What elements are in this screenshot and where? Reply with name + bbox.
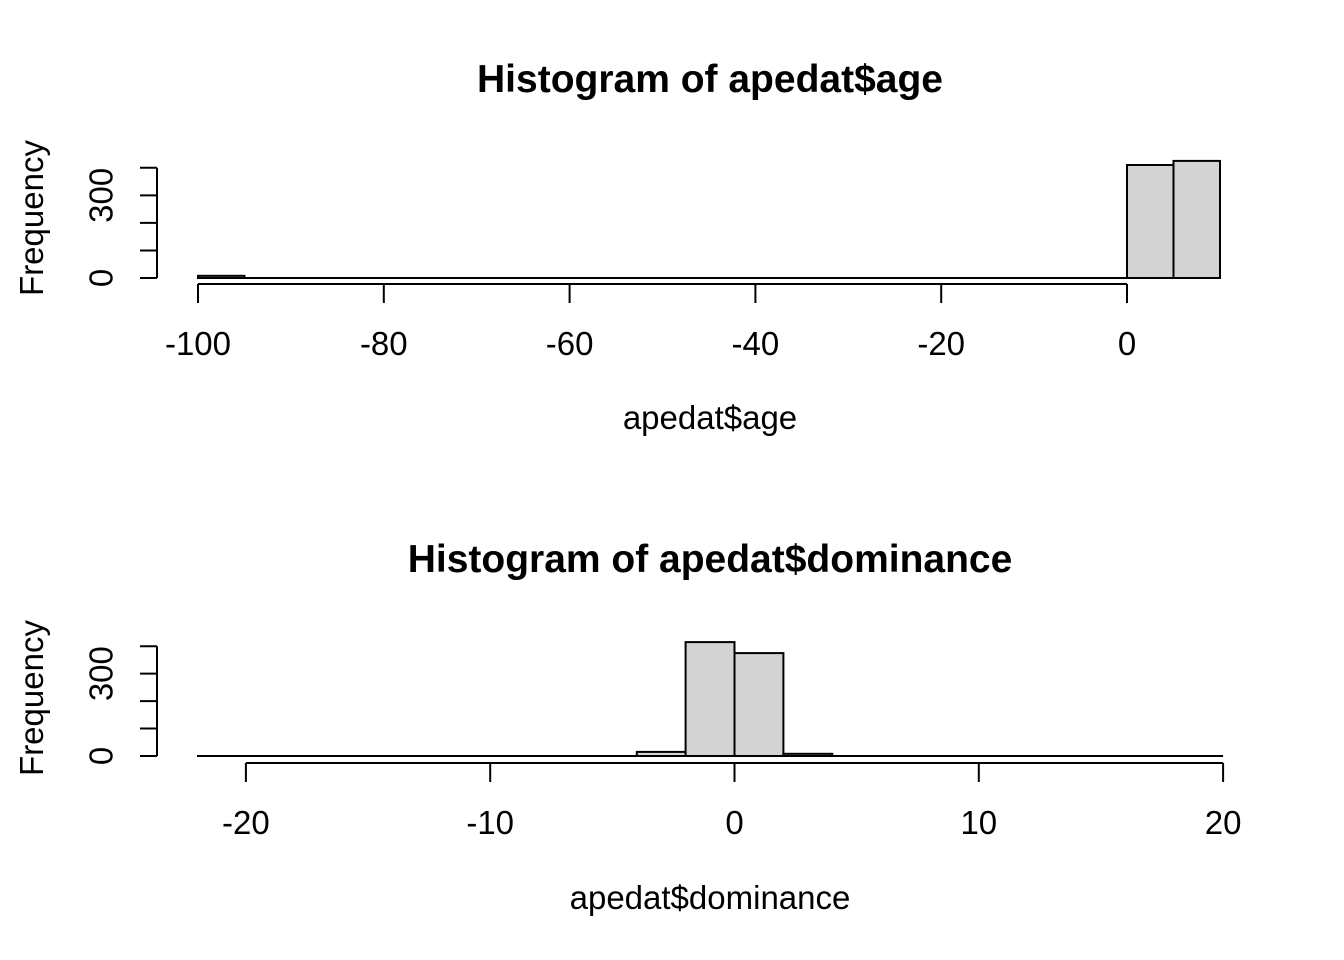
- histogram-bar: [635, 750, 687, 757]
- histogram-bar: [1172, 159, 1221, 279]
- x-tick-label: 10: [960, 804, 997, 841]
- y-tick-label: 0: [83, 747, 120, 765]
- x-axis-label: apedat$dominance: [569, 879, 851, 916]
- histogram-bar: [733, 652, 785, 758]
- x-tick-label: 20: [1205, 804, 1242, 841]
- x-axis-label: apedat$age: [622, 399, 798, 436]
- chart-title: Histogram of apedat$dominance: [407, 538, 1013, 581]
- x-tick-label: -10: [466, 804, 514, 841]
- y-tick-label: 300: [83, 168, 120, 223]
- histogram-bar: [1126, 164, 1175, 279]
- x-tick-label: -20: [917, 325, 965, 362]
- histogram-bar: [684, 641, 736, 758]
- plot-area: 0 300 -20 -10 0 10 20: [83, 641, 1242, 841]
- plot-area: 0 300 -100 -80 -60 -40 -20 0: [83, 159, 1221, 362]
- chart-title: Histogram of apedat$age: [477, 58, 943, 101]
- y-tick-label: 0: [83, 269, 120, 287]
- x-tick-label: -40: [732, 325, 780, 362]
- x-tick-label: -100: [165, 325, 231, 362]
- x-tick-label: -60: [546, 325, 594, 362]
- x-tick-label: 0: [1118, 325, 1136, 362]
- x-tick-label: 0: [725, 804, 743, 841]
- x-tick-label: -20: [222, 804, 270, 841]
- x-tick-label: -80: [360, 325, 408, 362]
- histogram-bar: [197, 274, 246, 279]
- y-tick-label: 300: [83, 646, 120, 701]
- histogram-bar: [782, 752, 834, 757]
- histogram-dominance-panel: Histogram of apedat$dominance Frequency …: [0, 480, 1344, 960]
- histogram-age-panel: Histogram of apedat$age Frequency apedat…: [13, 58, 1221, 436]
